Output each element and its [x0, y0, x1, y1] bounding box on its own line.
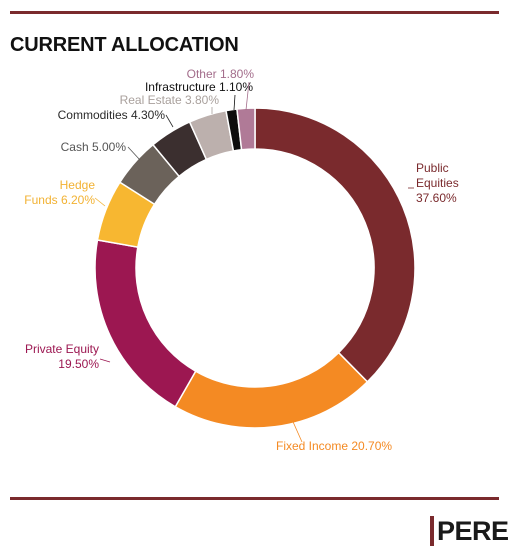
leader-line-infrastructure: [233, 94, 236, 111]
leader-line-fixed-income: [285, 405, 303, 443]
slice-other: [236, 107, 256, 151]
slice-label-other: Other 1.80%: [187, 67, 255, 81]
slice-public-equities: [254, 107, 416, 383]
slice-value-private-equity: 19.50%: [58, 357, 99, 371]
leader-line-private-equity: [99, 358, 111, 363]
slice-label-public-equities: Public: [416, 161, 449, 175]
slice-label-fixed-income: Fixed Income 20.70%: [276, 439, 392, 453]
leader-line-commodities: [165, 114, 174, 128]
leader-line-other: [245, 81, 250, 111]
slice-label-hedge-funds-0: Hedge: [60, 178, 96, 192]
chart-title: CURRENT ALLOCATION: [10, 34, 239, 56]
logo-text: PERE: [437, 516, 509, 546]
bottom-rule: [10, 497, 499, 500]
slice-label-public-equities-1: Equities: [416, 176, 459, 190]
leader-line-cash: [127, 146, 141, 161]
slice-fixed-income: [174, 351, 369, 429]
pere-logo: PERE: [430, 516, 509, 546]
slice-label-hedge-funds-1: Funds 6.20%: [24, 193, 95, 207]
slice-label-cash: Cash 5.00%: [61, 140, 127, 154]
slice-label-commodities: Commodities 4.30%: [58, 108, 166, 122]
slice-label-infrastructure: Infrastructure 1.10%: [145, 80, 253, 94]
top-rule: [10, 11, 499, 14]
slice-private-equity: [94, 239, 197, 408]
slice-label-real-estate: Real Estate 3.80%: [120, 93, 220, 107]
logo-accent-bar: [430, 516, 434, 546]
leader-line-hedge-funds: [94, 197, 106, 207]
slice-label-private-equity: Private Equity: [25, 342, 99, 356]
slice-value-public-equities: 37.60%: [416, 191, 457, 205]
